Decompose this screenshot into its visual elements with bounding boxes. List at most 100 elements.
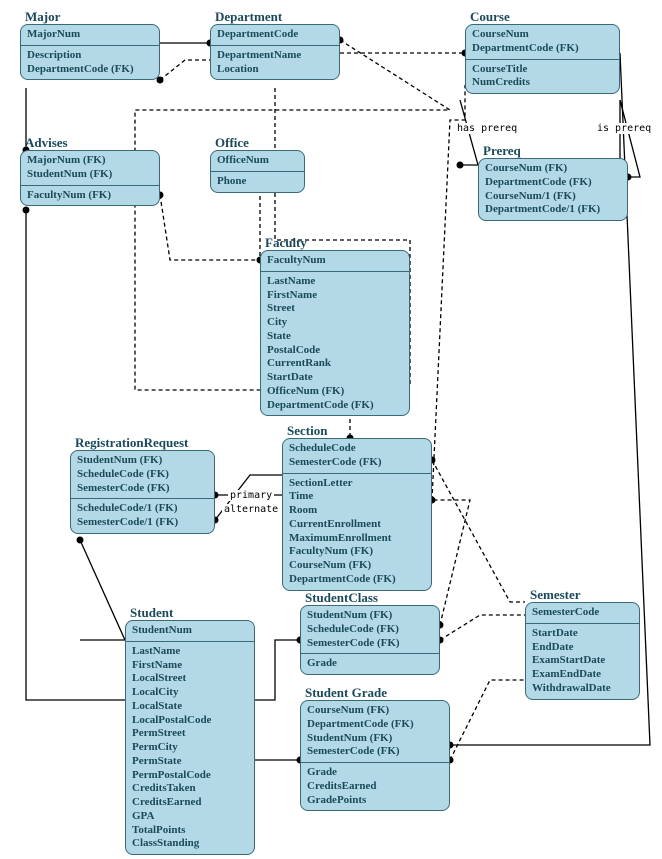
entity-attribute: CreditsEarned [307,780,443,794]
entity-pk-section: MajorNum (FK)StudentNum (FK) [21,151,159,186]
entity-attribute: StudentNum [132,624,248,638]
entity-attribute: ExamEndDate [532,668,633,682]
entity-attribute: GradePoints [307,794,443,808]
entity-attribute: PermPostalCode [132,769,248,783]
entity-pk-section: FacultyNum [261,251,409,272]
entity-attribute: CourseNum (FK) [289,559,425,573]
entity-attribute: SemesterCode [532,606,633,620]
entity-office: OfficeOfficeNumPhone [210,150,305,193]
entity-attribute: DepartmentCode (FK) [27,63,153,77]
entity-semester: SemesterSemesterCodeStartDateEndDateExam… [525,602,640,700]
entity-title: RegistrationRequest [75,435,188,451]
entity-attr-section: DescriptionDepartmentCode (FK) [21,46,159,80]
entity-attribute: Phone [217,175,298,189]
entity-attribute: MaximumEnrollment [289,532,425,546]
entity-prereq: PrereqCourseNum (FK)DepartmentCode (FK)C… [478,158,628,221]
entity-attribute: StartDate [267,371,403,385]
entity-attribute: CreditsTaken [132,782,248,796]
entity-attribute: DepartmentCode (FK) [472,42,613,56]
entity-attribute: StudentNum (FK) [307,732,443,746]
entity-attribute: LocalStreet [132,672,248,686]
entity-attribute: SemesterCode (FK) [307,637,433,651]
entity-attribute: WithdrawalDate [532,682,633,696]
entity-title: Major [25,9,60,25]
entity-pk-section: CourseNum (FK)DepartmentCode (FK)CourseN… [479,159,627,220]
entity-attribute: PostalCode [267,344,403,358]
entity-attribute: LastName [267,275,403,289]
entity-major: MajorMajorNumDescriptionDepartmentCode (… [20,24,160,80]
entity-title: Course [470,9,510,25]
entity-attribute: DepartmentName [217,49,333,63]
entity-attribute: DepartmentCode/1 (FK) [485,203,621,217]
entity-attribute: City [267,316,403,330]
entity-attribute: CourseNum/1 (FK) [485,190,621,204]
entity-attribute: DepartmentCode (FK) [267,399,403,413]
entity-attr-section: SectionLetterTimeRoomCurrentEnrollmentMa… [283,474,431,590]
label-alternate: alternate [222,504,280,515]
entity-title: Student Grade [305,685,387,701]
entity-attribute: DepartmentCode (FK) [307,718,443,732]
entity-attribute: CourseNum [472,28,613,42]
entity-title: StudentClass [305,590,378,606]
entity-attribute: PermState [132,755,248,769]
entity-faculty: FacultyFacultyNumLastNameFirstNameStreet… [260,250,410,416]
entity-attribute: DepartmentCode (FK) [289,573,425,587]
entity-pk-section: StudentNum [126,621,254,642]
entity-attribute: CreditsEarned [132,796,248,810]
entity-attribute: FacultyNum [267,254,403,268]
entity-studentgrade: Student GradeCourseNum (FK)DepartmentCod… [300,700,450,811]
entity-attribute: FirstName [267,289,403,303]
entity-attr-section: ScheduleCode/1 (FK)SemesterCode/1 (FK) [71,499,214,533]
entity-title: Advises [25,135,68,151]
entity-title: Student [130,605,173,621]
entity-attr-section: FacultyNum (FK) [21,186,159,206]
entity-attribute: ClassStanding [132,837,248,851]
entity-attribute: DepartmentCode (FK) [485,176,621,190]
entity-attribute: StudentNum (FK) [27,168,153,182]
entity-attr-section: GradeCreditsEarnedGradePoints [301,763,449,810]
entity-attribute: ScheduleCode (FK) [307,623,433,637]
label-is-prereq: is prereq [595,123,653,134]
entity-attr-section: StartDateEndDateExamStartDateExamEndDate… [526,624,639,699]
entity-attribute: CourseNum (FK) [485,162,621,176]
entity-studentclass: StudentClassStudentNum (FK)ScheduleCode … [300,605,440,675]
entity-attribute: Description [27,49,153,63]
label-primary: primary [228,490,274,501]
entity-attribute: EndDate [532,641,633,655]
entity-attribute: StudentNum (FK) [307,609,433,623]
entity-title: Section [287,423,327,439]
entity-attribute: TotalPoints [132,824,248,838]
entity-title: Prereq [483,143,521,159]
entity-student: StudentStudentNumLastNameFirstNameLocalS… [125,620,255,855]
entity-attribute: PermCity [132,741,248,755]
entity-section: SectionScheduleCodeSemesterCode (FK)Sect… [282,438,432,591]
entity-attr-section: Grade [301,654,439,674]
entity-attr-section: LastNameFirstNameStreetCityStatePostalCo… [261,272,409,416]
entity-title: Department [215,9,282,25]
entity-pk-section: StudentNum (FK)ScheduleCode (FK)Semester… [301,606,439,654]
entity-attribute: FirstName [132,659,248,673]
entity-attribute: SemesterCode (FK) [77,482,208,496]
entity-title: Semester [530,587,581,603]
entity-attribute: ScheduleCode/1 (FK) [77,502,208,516]
entity-department: DepartmentDepartmentCodeDepartmentNameLo… [210,24,340,80]
entity-attribute: State [267,330,403,344]
entity-title: Office [215,135,249,151]
entity-attribute: Grade [307,657,433,671]
entity-attribute: MajorNum [27,28,153,42]
entity-attribute: SemesterCode (FK) [307,745,443,759]
entity-attribute: FacultyNum (FK) [27,189,153,203]
entity-attribute: OfficeNum (FK) [267,385,403,399]
entity-attribute: Grade [307,766,443,780]
entity-pk-section: MajorNum [21,25,159,46]
entity-attribute: LocalPostalCode [132,714,248,728]
entity-attribute: Room [289,504,425,518]
entity-pk-section: CourseNumDepartmentCode (FK) [466,25,619,60]
entity-title: Faculty [265,235,307,251]
entity-attribute: CurrentEnrollment [289,518,425,532]
entity-attribute: FacultyNum (FK) [289,545,425,559]
entity-advises: AdvisesMajorNum (FK)StudentNum (FK)Facul… [20,150,160,206]
entity-attribute: SemesterCode/1 (FK) [77,516,208,530]
entity-attribute: Location [217,63,333,77]
entity-attribute: Street [267,302,403,316]
